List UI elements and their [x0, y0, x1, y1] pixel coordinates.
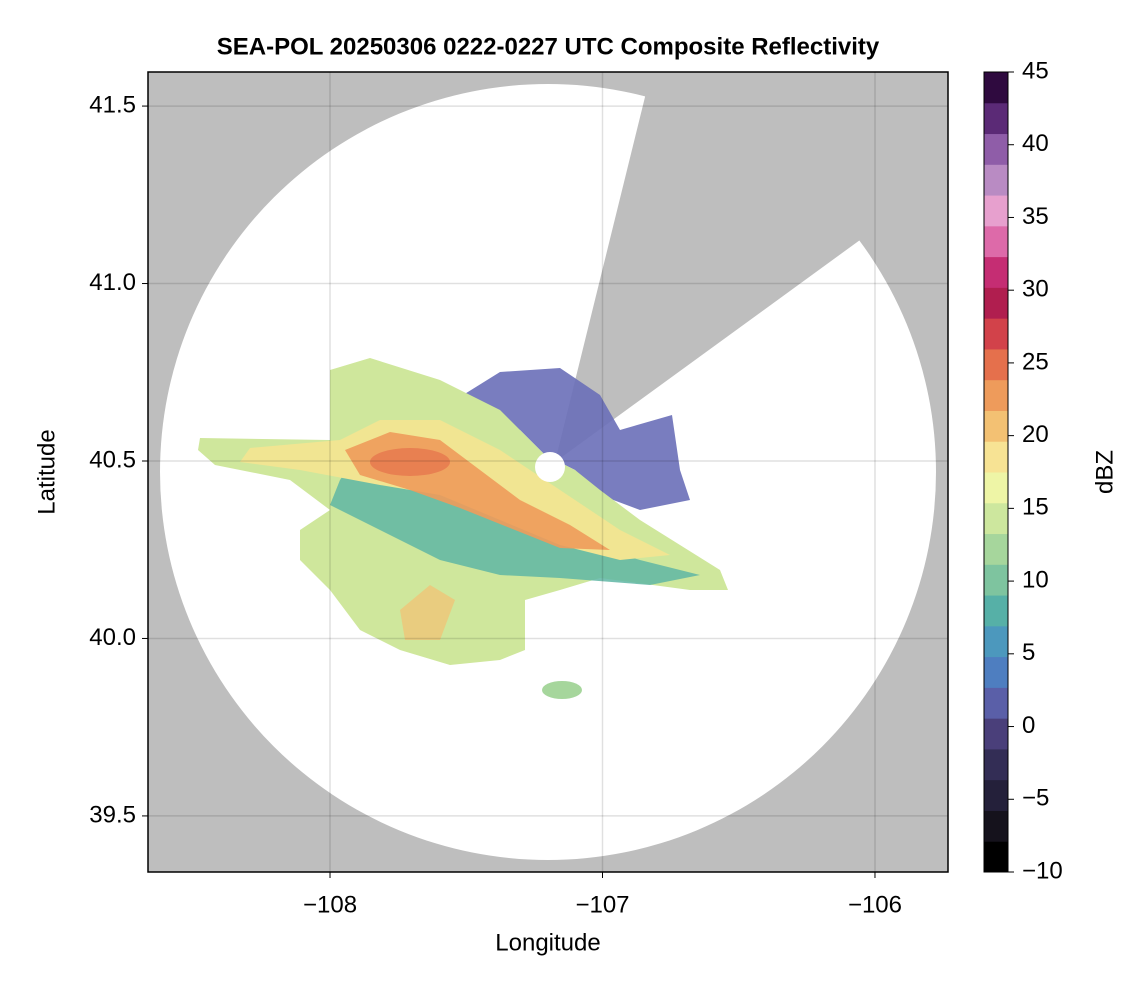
chart-title: SEA-POL 20250306 0222-0227 UTC Composite…	[217, 33, 880, 60]
colorbar-segment	[984, 72, 1008, 104]
echo-weak	[455, 368, 690, 510]
plot-frame	[147, 71, 949, 873]
y-tick-label: 41.0	[89, 269, 136, 296]
grid	[148, 72, 948, 872]
colorbar-tick-label: −5	[1022, 785, 1049, 812]
colorbar-segment	[984, 810, 1008, 842]
x-axis-label: Longitude	[495, 929, 600, 956]
colorbar-segment	[984, 841, 1008, 873]
echo-cell	[400, 585, 455, 640]
colorbar-tick-label: 40	[1022, 130, 1049, 157]
colorbar-tick-label: −10	[1022, 857, 1063, 884]
echo-peak	[370, 448, 450, 476]
blocked-sector	[555, 72, 948, 462]
colorbar-segment	[984, 748, 1008, 781]
colorbar-tick-label: 20	[1022, 421, 1049, 448]
colorbar-tick-label: 15	[1022, 494, 1049, 521]
x-tick-label: −106	[848, 891, 902, 918]
colorbar-frame	[983, 71, 1009, 873]
colorbar-segment	[984, 410, 1008, 442]
colorbar-segment	[984, 564, 1008, 596]
x-tick-label: −108	[303, 891, 357, 918]
radar-field	[148, 72, 948, 872]
colorbar-segment	[984, 318, 1008, 350]
y-tick-label: 40.5	[89, 446, 136, 473]
colorbar-segment	[984, 718, 1008, 750]
colorbar-segment	[984, 656, 1008, 688]
colorbar-segment	[984, 687, 1008, 719]
colorbar-tick-label: 25	[1022, 348, 1049, 375]
colorbar-tick-label: 30	[1022, 276, 1049, 303]
colorbar-segment	[984, 441, 1008, 473]
echo	[198, 358, 728, 699]
colorbar-label: dBZ	[1091, 450, 1118, 494]
colorbar-segment	[984, 595, 1008, 627]
colorbar-segment	[984, 472, 1008, 504]
y-tick-label: 41.5	[89, 91, 136, 118]
colorbar-segment	[984, 348, 1008, 381]
colorbar-segment	[984, 195, 1008, 227]
colorbar-segment	[984, 102, 1008, 135]
x-tick-label: −107	[575, 891, 629, 918]
y-axis-label: Latitude	[33, 429, 60, 514]
y-tick-label: 40.0	[89, 624, 136, 651]
colorbar-segment	[984, 133, 1008, 165]
colorbar-tick-label: 0	[1022, 712, 1035, 739]
echo-hole	[535, 452, 565, 482]
colorbar-segment	[984, 625, 1008, 658]
colorbar-segment	[984, 502, 1008, 535]
colorbar-tick-label: 35	[1022, 203, 1049, 230]
echo-cell	[542, 681, 582, 699]
colorbar-tick-label: 5	[1022, 639, 1035, 666]
colorbar-segment	[984, 164, 1008, 196]
colorbar-segment	[984, 225, 1008, 258]
y-tick-label: 39.5	[89, 801, 136, 828]
colorbar-segment	[984, 779, 1008, 811]
colorbar-tick-label: 10	[1022, 566, 1049, 593]
colorbar-segment	[984, 533, 1008, 565]
colorbar-segment	[984, 287, 1008, 319]
colorbar-segment	[984, 379, 1008, 411]
colorbar-segment	[984, 256, 1008, 288]
colorbar-tick-label: 45	[1022, 57, 1049, 84]
